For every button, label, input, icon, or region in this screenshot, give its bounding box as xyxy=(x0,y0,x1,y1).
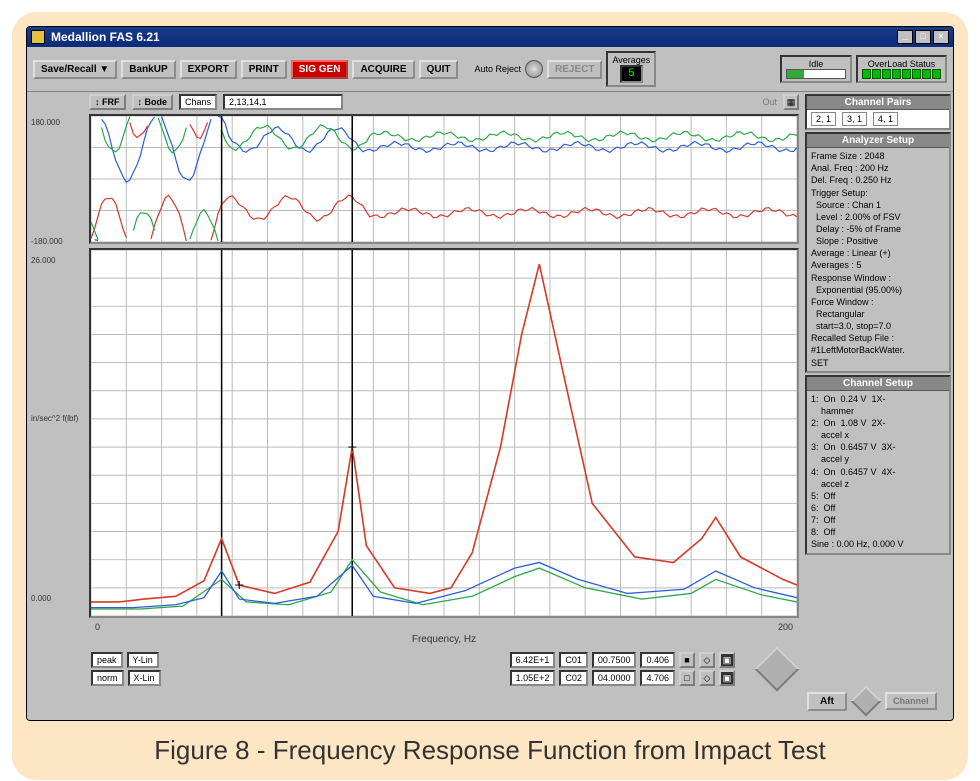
cursor2-box[interactable]: □ xyxy=(679,670,695,686)
cursor1-b: 0.406 xyxy=(640,652,675,668)
app-window: Medallion FAS 6.21 _ □ × Save/Recall ▼ B… xyxy=(26,26,954,721)
cursor2-a: 04.0000 xyxy=(592,670,637,686)
overload-cell xyxy=(902,69,911,79)
cursor2-fill[interactable]: ▣ xyxy=(719,670,735,686)
autoreject-dial[interactable] xyxy=(525,60,543,78)
sidebar: Channel Pairs 2, 1 3, 1 4, 1 Analyzer Setu… xyxy=(803,92,953,720)
frf-selector[interactable]: ↕ FRF xyxy=(89,94,126,110)
phase-ymax: 180.000 xyxy=(31,118,85,127)
aft-button[interactable]: Aft xyxy=(807,692,847,711)
bankup-button[interactable]: BankUP xyxy=(121,60,175,79)
magnitude-chart[interactable] xyxy=(89,248,799,618)
out-label: Out xyxy=(762,97,777,107)
cursor1-a: 00.7500 xyxy=(592,652,637,668)
channel-pairs-list[interactable]: 2, 1 3, 1 4, 1 xyxy=(807,110,949,128)
cursor1-box[interactable]: ■ xyxy=(679,652,695,668)
cursor1-ch: C01 xyxy=(559,652,588,668)
bode-selector[interactable]: ↕ Bode xyxy=(132,94,174,110)
analyzer-setup-content: Frame Size : 2048Anal. Freq : 200 HzDel.… xyxy=(807,148,949,371)
overload-cell xyxy=(882,69,891,79)
averages-label: Averages xyxy=(612,55,650,65)
xlin-button[interactable]: X-Lin xyxy=(128,670,161,686)
plot-footer: peak Y-Lin norm X-Lin 6.42E+1 C01 xyxy=(85,645,803,693)
channel-setup-header: Channel Setup xyxy=(807,377,949,391)
cursor2-ch: C02 xyxy=(559,670,588,686)
maximize-button[interactable]: □ xyxy=(915,30,931,44)
phase-chart[interactable] xyxy=(89,114,799,244)
cursor1-freq: 6.42E+1 xyxy=(510,652,556,668)
channel-setup-panel: Channel Setup 1: On 0.24 V 1X- hammer2: … xyxy=(805,375,951,555)
nav-diamond[interactable] xyxy=(754,646,799,691)
autoreject-label: Auto Reject xyxy=(474,64,521,74)
channel-pairs-panel: Channel Pairs 2, 1 3, 1 4, 1 xyxy=(805,94,951,130)
quit-button[interactable]: QUIT xyxy=(419,60,459,79)
chans-value[interactable]: 2,13,14,1 xyxy=(223,94,343,110)
cursor1-fill[interactable]: ▣ xyxy=(719,652,735,668)
plot-toolbar: ↕ FRF ↕ Bode Chans 2,13,14,1 Out ▦ xyxy=(85,92,803,112)
idle-label: Idle xyxy=(809,59,824,69)
plot-column: ↕ FRF ↕ Bode Chans 2,13,14,1 Out ▦ xyxy=(85,92,803,720)
averages-box: Averages 5 xyxy=(606,51,656,87)
overload-cell xyxy=(912,69,921,79)
peak-button[interactable]: peak xyxy=(91,652,123,668)
close-button[interactable]: × xyxy=(933,30,949,44)
print-button[interactable]: PRINT xyxy=(241,60,287,79)
sidebar-nav-diamond[interactable] xyxy=(850,685,881,716)
cursor1-diamond[interactable]: ◇ xyxy=(699,652,715,668)
channel-pair[interactable]: 4, 1 xyxy=(873,112,898,126)
x-axis-ticks: 0 200 xyxy=(95,622,793,632)
overload-cells xyxy=(862,69,941,79)
chans-label[interactable]: Chans xyxy=(179,94,217,110)
sidebar-footer: Aft Channel xyxy=(805,684,951,718)
channel-pairs-header: Channel Pairs xyxy=(807,96,949,110)
averages-value: 5 xyxy=(620,65,643,83)
overload-label: OverLoad Status xyxy=(868,59,936,69)
reject-button[interactable]: REJECT xyxy=(547,60,602,79)
overload-cell xyxy=(892,69,901,79)
x-axis-title: Frequency, Hz xyxy=(85,634,803,645)
overload-cell xyxy=(922,69,931,79)
overload-box: OverLoad Status xyxy=(856,55,947,83)
overload-cell xyxy=(872,69,881,79)
channel-setup-content: 1: On 0.24 V 1X- hammer2: On 1.08 V 2X- … xyxy=(807,391,949,553)
cursor2-freq: 1.05E+2 xyxy=(510,670,556,686)
titlebar: Medallion FAS 6.21 _ □ × xyxy=(27,27,953,47)
minimize-button[interactable]: _ xyxy=(897,30,913,44)
mag-ymin: 0.000 xyxy=(31,594,85,603)
channel-pair[interactable]: 3, 1 xyxy=(842,112,867,126)
idle-meter xyxy=(786,69,846,79)
mag-ylabel: in/sec^2 f(lbf) xyxy=(31,415,85,424)
y-axis-column: 180.000 -180.000 26.000 in/sec^2 f(lbf) … xyxy=(27,92,85,720)
main-toolbar: Save/Recall ▼ BankUP EXPORT PRINT SIG GE… xyxy=(27,47,953,92)
analyzer-setup-header: Analyzer Setup xyxy=(807,134,949,148)
cursor2-diamond[interactable]: ◇ xyxy=(699,670,715,686)
xmin: 0 xyxy=(95,622,100,632)
cursor2-b: 4.706 xyxy=(640,670,675,686)
acquire-button[interactable]: ACQUIRE xyxy=(352,60,414,79)
channel-pair[interactable]: 2, 1 xyxy=(811,112,836,126)
idle-box: Idle xyxy=(780,55,852,83)
phase-ymin: -180.000 xyxy=(31,237,85,246)
window-title: Medallion FAS 6.21 xyxy=(51,30,160,44)
app-icon xyxy=(31,30,45,44)
overload-cell xyxy=(932,69,941,79)
out-toggle[interactable]: ▦ xyxy=(783,94,799,110)
mag-ymax: 26.000 xyxy=(31,256,85,265)
norm-button[interactable]: norm xyxy=(91,670,124,686)
analyzer-setup-panel: Analyzer Setup Frame Size : 2048Anal. Fr… xyxy=(805,132,951,373)
ylin-button[interactable]: Y-Lin xyxy=(127,652,159,668)
figure-caption: Figure 8 - Frequency Response Function f… xyxy=(154,735,825,766)
overload-cell xyxy=(862,69,871,79)
export-button[interactable]: EXPORT xyxy=(180,60,237,79)
siggen-button[interactable]: SIG GEN xyxy=(291,60,349,79)
xmax: 200 xyxy=(778,622,793,632)
save-recall-button[interactable]: Save/Recall ▼ xyxy=(33,60,117,79)
channel-button[interactable]: Channel xyxy=(885,692,937,710)
